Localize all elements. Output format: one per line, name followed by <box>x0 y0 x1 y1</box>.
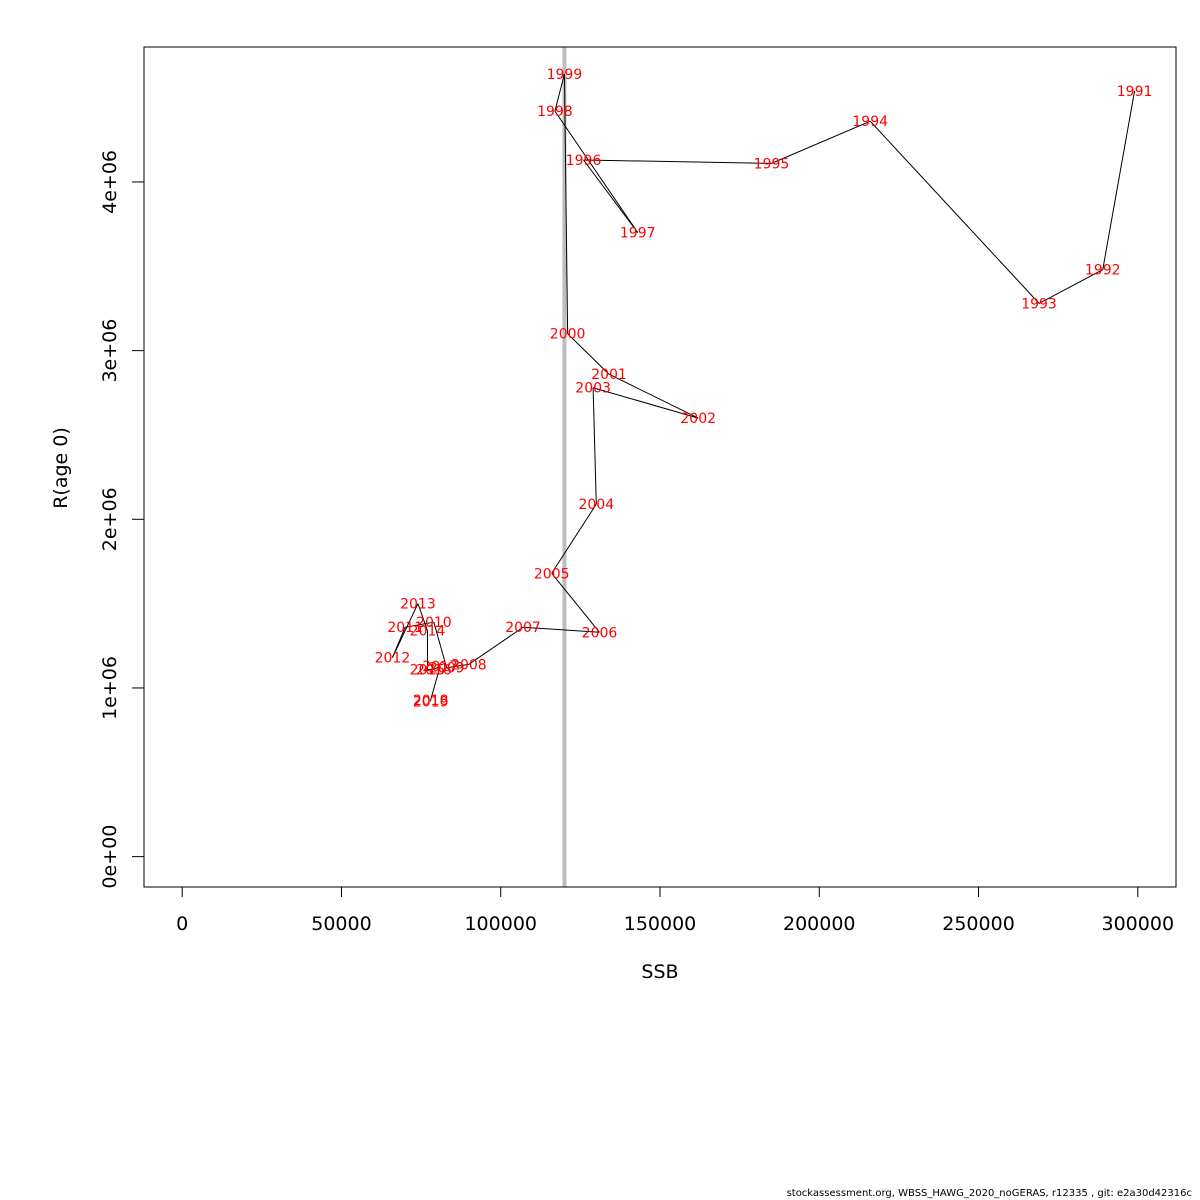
year-label: 2003 <box>575 381 611 397</box>
year-label: 2016 <box>416 662 452 678</box>
series-segment <box>446 663 469 669</box>
x-tick-label: 0 <box>176 913 188 935</box>
y-tick-label: 3e+06 <box>99 319 121 383</box>
series-segment <box>592 387 597 505</box>
year-label: 1999 <box>547 67 583 83</box>
series-segment <box>551 503 597 574</box>
year-label: 2008 <box>451 657 487 673</box>
year-label: 1993 <box>1021 296 1057 312</box>
year-label: 2002 <box>680 411 716 427</box>
series-segment <box>592 387 699 419</box>
year-label: 2018 <box>413 693 449 709</box>
year-labels-layer: 1991 1992 1993 1994 1995 1996 1997 1998 1999 2000… <box>375 67 1153 710</box>
series-segment <box>554 73 565 112</box>
y-tick-label: 1e+06 <box>99 656 121 720</box>
series-segment <box>551 572 600 633</box>
year-label: 2012 <box>375 651 411 667</box>
series-segment <box>391 603 419 658</box>
series-segment <box>433 622 448 668</box>
year-label: 1994 <box>852 114 888 130</box>
series-segment <box>417 603 428 631</box>
x-tick-label: 200000 <box>783 913 856 935</box>
series-segment <box>430 665 441 700</box>
y-axis-title: R(age 0) <box>50 427 72 509</box>
year-label: 1995 <box>754 156 790 172</box>
series-segment <box>563 73 569 334</box>
plot-frame <box>143 46 1177 888</box>
year-label: 2005 <box>534 566 570 582</box>
year-label: 2017 <box>422 659 458 675</box>
y-tick-label: 4e+06 <box>99 150 121 214</box>
year-label: 1991 <box>1117 84 1153 100</box>
year-label: 1992 <box>1085 263 1121 279</box>
x-tick-label: 250000 <box>942 913 1015 935</box>
series-line-layer <box>391 73 1136 702</box>
year-label: 1998 <box>537 104 573 120</box>
year-label: 2006 <box>582 625 618 641</box>
axes-layer: 0 50000 100000 150000 200000 250000 300000 0e+0… <box>99 46 1177 935</box>
series-segment <box>1102 90 1136 270</box>
series-segment <box>583 159 639 233</box>
footer-credit: stockassessment.org, WBSS_HAWG_2020_noGE… <box>786 1188 1192 1199</box>
y-tick-label: 2e+06 <box>99 487 121 551</box>
year-label: 2001 <box>591 367 627 383</box>
year-label: 1997 <box>620 226 656 242</box>
series-segment <box>405 621 434 628</box>
y-tick-label: 0e+00 <box>99 825 121 889</box>
year-label: 2019 <box>413 694 449 710</box>
year-label: 2011 <box>387 620 423 636</box>
x-tick-label: 50000 <box>311 913 371 935</box>
series-segment <box>433 665 441 670</box>
year-label: 1996 <box>566 153 602 169</box>
series-segment <box>567 333 610 375</box>
series-segment <box>869 120 1040 304</box>
series-segment <box>554 110 639 233</box>
series-segment <box>523 626 600 633</box>
year-label: 2007 <box>505 620 541 636</box>
series-segment <box>468 626 524 665</box>
x-tick-label: 300000 <box>1102 913 1175 935</box>
year-label: 2015 <box>410 662 446 678</box>
year-label: 2010 <box>416 615 452 631</box>
year-label: 2009 <box>429 661 465 677</box>
x-tick-label: 100000 <box>464 913 537 935</box>
year-label: 2000 <box>550 327 586 343</box>
x-tick-label: 150000 <box>624 913 697 935</box>
x-axis-title: SSB <box>641 961 678 983</box>
series-segment <box>1038 269 1103 304</box>
series-segment <box>608 373 699 419</box>
series-segment <box>771 120 871 164</box>
year-label: 2004 <box>578 497 614 513</box>
year-label: 2014 <box>410 624 446 640</box>
year-label: 2013 <box>400 597 436 613</box>
series-segment <box>583 159 772 164</box>
